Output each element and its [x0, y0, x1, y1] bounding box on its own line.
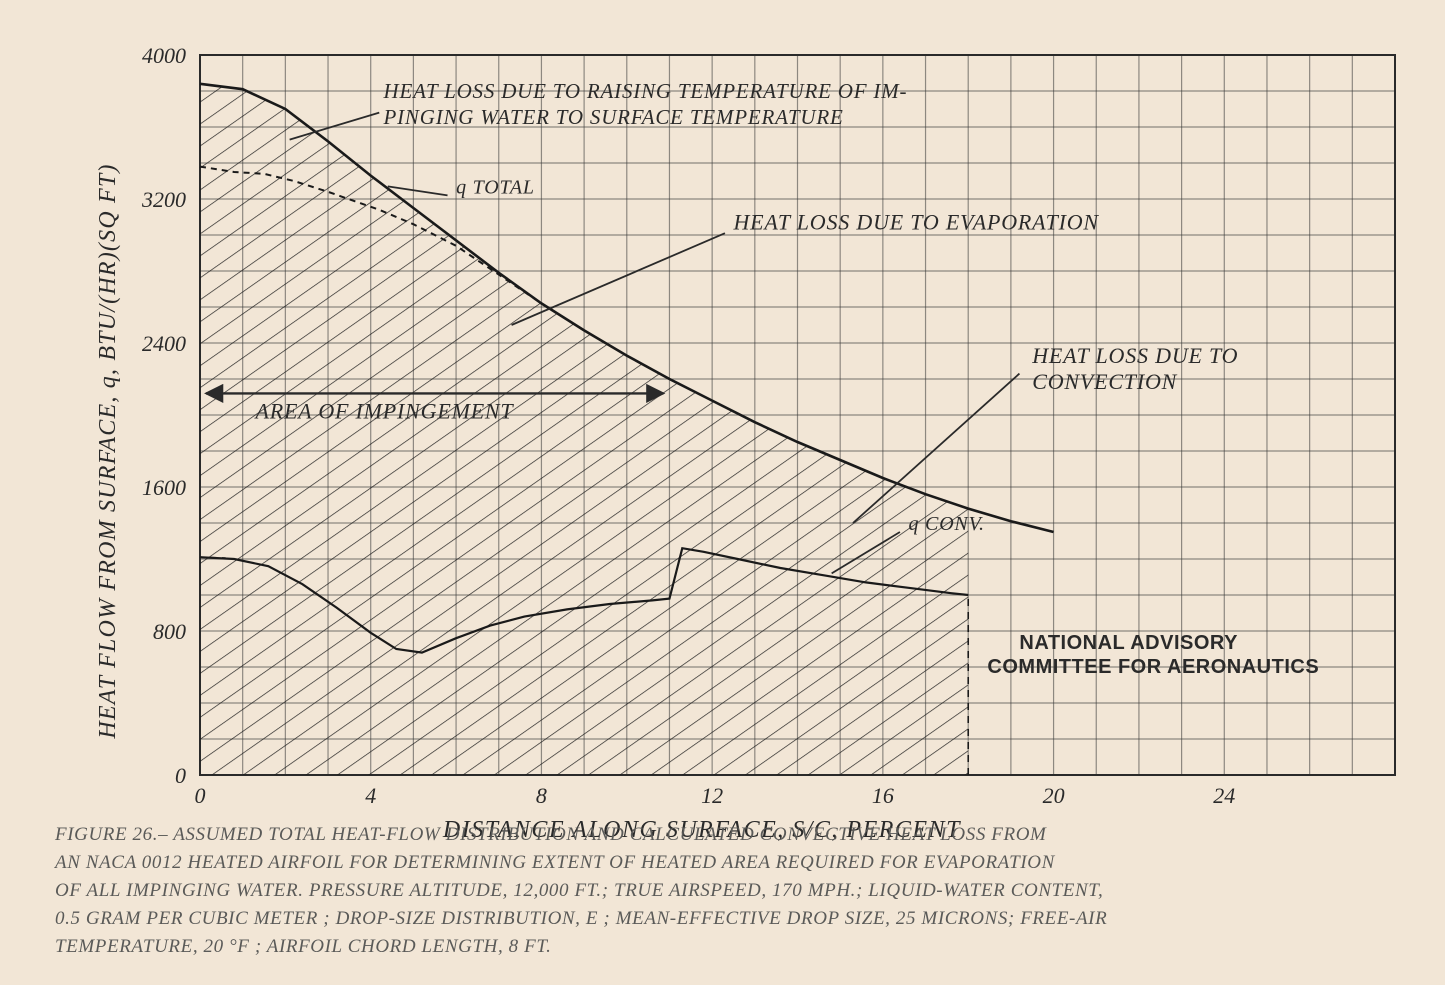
- svg-text:TEMPERATURE, 20 °F ; AIRFOIL C: TEMPERATURE, 20 °F ; AIRFOIL CHORD LENGT…: [55, 936, 551, 957]
- y-tick-label: 800: [153, 619, 186, 644]
- figure-container: 0481216202408001600240032004000DISTANCE …: [0, 0, 1445, 985]
- y-tick-label: 3200: [141, 187, 186, 212]
- svg-text:AN NACA 0012 HEATED AIRFOIL FO: AN NACA 0012 HEATED AIRFOIL FOR DETERMIN…: [53, 852, 1056, 873]
- svg-text:HEAT LOSS DUE TO: HEAT LOSS DUE TO: [1031, 343, 1238, 368]
- annot-area-impingement: AREA OF IMPINGEMENT: [253, 399, 514, 424]
- annot-q-conv: q CONV.: [908, 513, 984, 535]
- y-axis-label: HEAT FLOW FROM SURFACE, q, BTU/(HR)(SQ F…: [95, 163, 121, 739]
- x-tick-label: 0: [195, 783, 206, 808]
- y-tick-label: 0: [175, 763, 186, 788]
- x-tick-label: 8: [536, 783, 547, 808]
- x-tick-label: 12: [701, 783, 723, 808]
- x-tick-label: 24: [1213, 783, 1235, 808]
- svg-text:PINGING WATER TO SURFACE TEMPE: PINGING WATER TO SURFACE TEMPERATURE: [383, 105, 844, 129]
- svg-text:AREA OF IMPINGEMENT: AREA OF IMPINGEMENT: [253, 399, 514, 424]
- x-tick-label: 4: [365, 783, 376, 808]
- svg-text:FIGURE 26.– ASSUMED TOTAL HEAT: FIGURE 26.– ASSUMED TOTAL HEAT-FLOW DIST…: [54, 824, 1047, 845]
- svg-text:0.5 GRAM PER CUBIC METER ; DRO: 0.5 GRAM PER CUBIC METER ; DROP-SIZE DIS…: [55, 908, 1107, 929]
- y-tick-label: 1600: [142, 475, 186, 500]
- annot-q-total: q TOTAL: [456, 177, 535, 199]
- annot-evaporation: HEAT LOSS DUE TO EVAPORATION: [732, 210, 1099, 235]
- svg-text:NATIONAL ADVISORY: NATIONAL ADVISORY: [1019, 632, 1238, 654]
- chart-svg: 0481216202408001600240032004000DISTANCE …: [0, 0, 1445, 985]
- y-tick-label: 4000: [142, 43, 186, 68]
- x-tick-label: 16: [872, 783, 894, 808]
- svg-text:q CONV.: q CONV.: [908, 513, 984, 535]
- svg-text:CONVECTION: CONVECTION: [1032, 369, 1177, 394]
- svg-text:q TOTAL: q TOTAL: [456, 177, 535, 199]
- x-tick-label: 20: [1043, 783, 1065, 808]
- svg-text:HEAT LOSS DUE TO EVAPORATION: HEAT LOSS DUE TO EVAPORATION: [732, 210, 1099, 235]
- svg-text:COMMITTEE FOR AERONAUTICS: COMMITTEE FOR AERONAUTICS: [987, 656, 1319, 678]
- svg-text:HEAT LOSS DUE TO RAISING TEMPE: HEAT LOSS DUE TO RAISING TEMPERATURE OF …: [383, 79, 908, 103]
- svg-text:OF ALL IMPINGING WATER. PRESSU: OF ALL IMPINGING WATER. PRESSURE ALTITUD…: [55, 880, 1103, 901]
- y-tick-label: 2400: [142, 331, 186, 356]
